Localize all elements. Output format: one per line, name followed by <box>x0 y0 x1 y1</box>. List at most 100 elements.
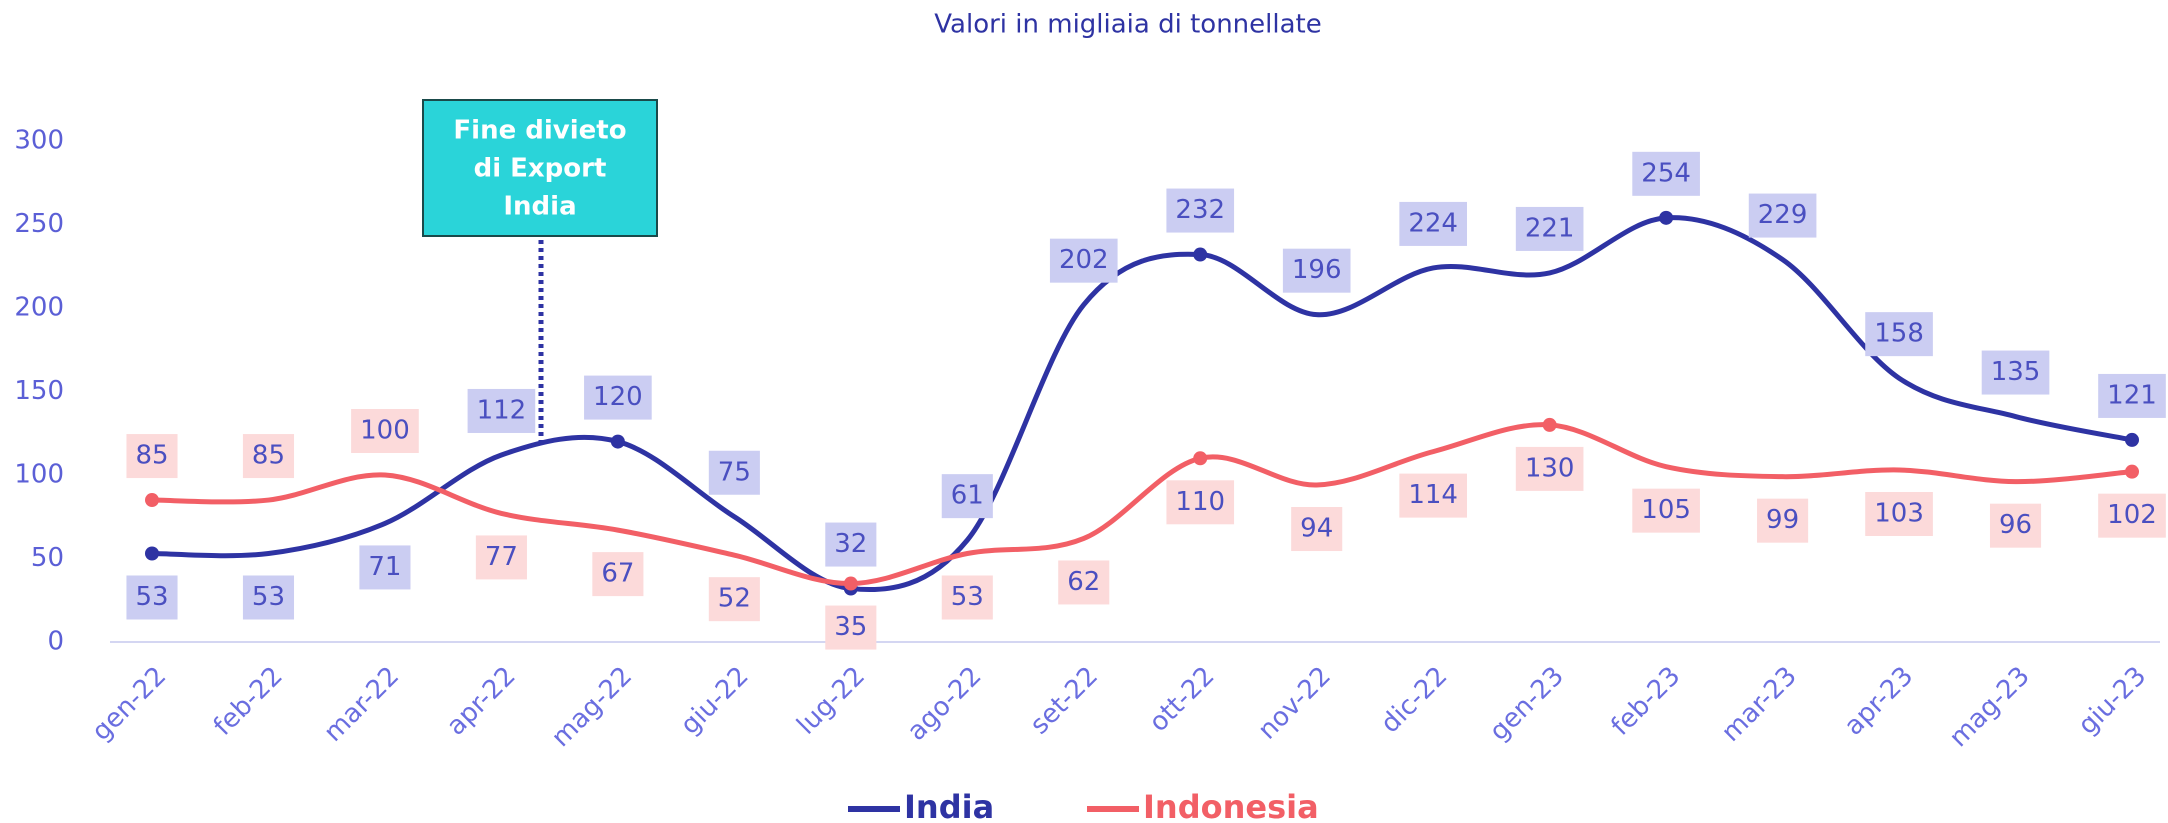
y-tick-label: 250 <box>14 209 64 239</box>
data-label-bg <box>1865 491 1933 536</box>
data-label-bg <box>359 545 411 590</box>
data-label: 110 <box>1175 487 1225 517</box>
data-label: 94 <box>1300 514 1333 544</box>
point <box>1193 247 1208 262</box>
data-label-bg <box>2098 373 2166 418</box>
data-label: 202 <box>1059 245 1109 275</box>
data-label: 221 <box>1525 213 1575 243</box>
data-label: 105 <box>1641 495 1691 525</box>
x-tick-label: giu-23 <box>2073 661 2153 741</box>
data-label-bg <box>126 575 178 620</box>
data-label-bg <box>825 605 877 650</box>
point <box>1193 451 1208 466</box>
data-label-bg <box>584 375 652 420</box>
annotation-box <box>422 99 658 237</box>
data-label-bg <box>1748 193 1817 238</box>
x-tick-label: mar-22 <box>318 661 405 748</box>
x-tick-label: ott-22 <box>1144 661 1221 738</box>
data-label: 96 <box>1999 510 2032 540</box>
data-label: 67 <box>601 559 634 589</box>
data-label-bg <box>1989 503 2042 548</box>
data-label: 52 <box>718 584 751 614</box>
data-label: 61 <box>951 481 984 511</box>
data-label: 196 <box>1292 255 1342 285</box>
data-label-bg <box>941 575 993 620</box>
series-line <box>151 215 2133 593</box>
data-label-bg <box>708 577 760 622</box>
series-line <box>151 422 2133 587</box>
data-label: 120 <box>593 382 643 412</box>
data-label: 158 <box>1874 319 1924 349</box>
data-label: 53 <box>252 582 285 612</box>
data-label-bg <box>825 522 877 567</box>
x-tick-label: mar-23 <box>1716 661 1803 748</box>
data-label-bg <box>1166 480 1235 525</box>
data-label-bg <box>1049 238 1118 283</box>
data-label: 100 <box>360 416 410 446</box>
data-label-bg <box>351 409 419 453</box>
data-label-bg <box>1399 201 1467 246</box>
point <box>843 576 858 591</box>
data-label-bg <box>941 474 993 519</box>
data-label-bg <box>242 434 295 479</box>
x-tick-label: ago-22 <box>902 661 988 747</box>
data-label-bg <box>1757 498 1809 543</box>
x-tick-label: set-22 <box>1025 661 1104 740</box>
x-tick-label: gen-22 <box>86 661 172 747</box>
x-tick-label: apr-23 <box>1839 661 1920 742</box>
data-label: 75 <box>718 457 751 487</box>
data-label: 77 <box>485 542 518 572</box>
data-label: 224 <box>1408 208 1458 238</box>
data-label: 85 <box>252 441 285 471</box>
point <box>145 546 159 561</box>
y-tick-label: 200 <box>14 293 64 323</box>
data-label: 232 <box>1175 195 1225 225</box>
chart-title: Valori in migliaia di tonnellate <box>934 10 1321 40</box>
x-tick-label: dic-22 <box>1375 661 1453 739</box>
data-label: 135 <box>1991 357 2041 387</box>
data-label-bg <box>1632 488 1700 533</box>
data-label-bg <box>1399 473 1467 518</box>
point <box>610 434 625 449</box>
x-tick-label: mag-23 <box>1944 661 2036 753</box>
data-label: 102 <box>2107 500 2157 530</box>
point <box>1659 210 1674 225</box>
x-tick-label: gen-23 <box>1484 661 1570 747</box>
point <box>145 493 159 508</box>
data-label: 32 <box>834 529 867 559</box>
point <box>2125 464 2139 479</box>
x-tick-label: mag-22 <box>546 661 638 753</box>
x-tick-label: lug-22 <box>791 661 871 741</box>
y-tick-label: 300 <box>14 126 64 156</box>
data-label-bg <box>1515 446 1584 491</box>
data-label-bg <box>1632 151 1700 196</box>
y-tick-label: 100 <box>14 460 64 490</box>
y-tick-label: 150 <box>14 376 64 406</box>
data-label-bg <box>1166 188 1235 233</box>
legend-label: India <box>904 788 994 823</box>
point <box>1542 417 1557 432</box>
data-label-bg <box>467 388 536 433</box>
data-label: 53 <box>135 582 168 612</box>
data-label-bg <box>592 552 644 597</box>
y-tick-label: 50 <box>31 543 64 573</box>
data-label: 121 <box>2107 380 2157 410</box>
data-label-bg <box>1981 350 2050 395</box>
data-label: 99 <box>1766 505 1799 535</box>
data-label: 103 <box>1874 498 1924 528</box>
data-label-bg <box>708 450 760 495</box>
data-label-bg <box>1282 248 1351 293</box>
data-label-bg <box>1865 312 1933 357</box>
data-label: 62 <box>1067 567 1100 597</box>
x-tick-label: feb-22 <box>208 661 289 742</box>
data-label: 35 <box>834 612 867 642</box>
data-label-bg <box>475 535 527 580</box>
annotation-text: Fine divieto <box>453 116 626 146</box>
data-label: 114 <box>1408 480 1458 510</box>
data-label: 254 <box>1641 158 1691 188</box>
data-label-bg <box>1515 206 1584 251</box>
x-tick-label: giu-22 <box>675 661 755 741</box>
annotation-text: di Export <box>474 154 607 184</box>
data-label: 85 <box>135 441 168 471</box>
